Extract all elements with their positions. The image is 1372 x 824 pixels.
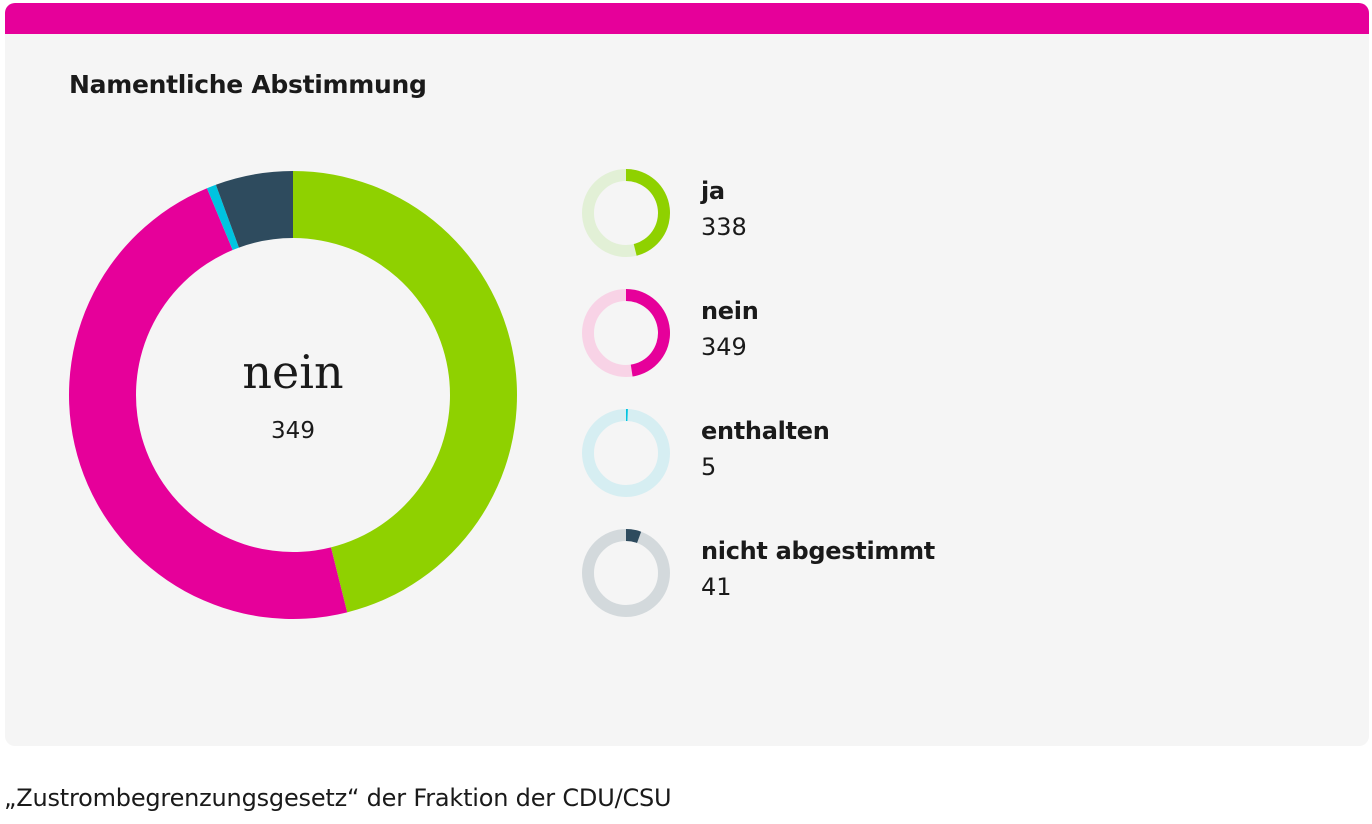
legend-value: 349	[701, 333, 747, 361]
main-donut-chart	[68, 171, 518, 620]
mini-donut-arc-ja	[626, 169, 671, 256]
legend-value: 5	[701, 453, 717, 481]
legend-item-nicht-abgestimmt[interactable]: nicht abgestimmt 41	[580, 527, 1180, 619]
mini-donut-nicht-abgestimmt	[582, 529, 670, 617]
donut-center-value: 349	[271, 418, 315, 444]
donut-slice-ja[interactable]	[293, 171, 518, 613]
mini-donut-arc-nein	[626, 289, 671, 377]
legend-label: ja	[701, 177, 725, 205]
legend-label: nein	[701, 297, 759, 325]
donut-slice-enthalten[interactable]	[206, 184, 239, 251]
legend-item-ja[interactable]: ja 338	[580, 167, 1180, 259]
vote-card: Namentliche Abstimmung nein 349 ja 338 n…	[5, 3, 1369, 746]
mini-donut-ja	[582, 169, 671, 257]
donut-slice-nicht-abgestimmt[interactable]	[215, 171, 293, 248]
legend-value: 41	[701, 573, 732, 601]
legend-item-enthalten[interactable]: enthalten 5	[580, 407, 1180, 499]
legend-label: enthalten	[701, 417, 830, 445]
donut-slice-nein[interactable]	[68, 188, 348, 620]
mini-donut-track	[582, 529, 670, 617]
chart-caption: „Zustrombegrenzungsgesetz“ der Fraktion …	[4, 784, 672, 812]
donut-center-label: nein	[242, 345, 344, 399]
legend-item-nein[interactable]: nein 349	[580, 287, 1180, 379]
accent-bar	[5, 3, 1369, 34]
mini-donut-arc-enthalten	[626, 409, 628, 422]
chart-title: Namentliche Abstimmung	[69, 70, 427, 99]
legend-value: 338	[701, 213, 747, 241]
legend-label: nicht abgestimmt	[701, 537, 935, 565]
mini-donut-nein	[582, 289, 671, 377]
mini-donut-track	[582, 409, 670, 497]
mini-donut-arc-nicht-abgestimmt	[626, 529, 642, 543]
mini-donut-enthalten	[582, 409, 670, 497]
